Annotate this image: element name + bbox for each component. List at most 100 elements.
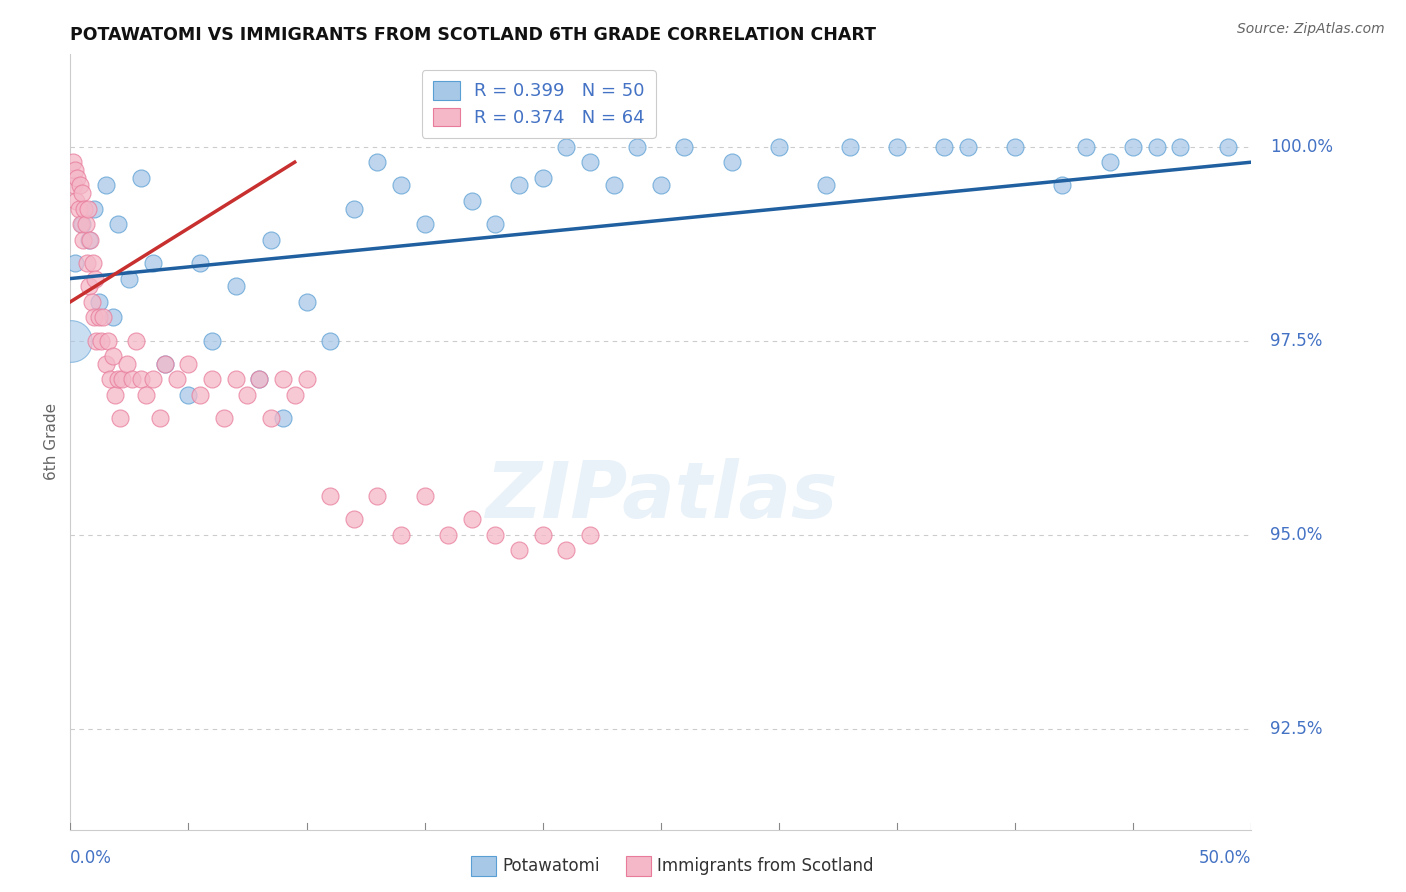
Point: [100, 372, 122, 386]
Point: [319, 334, 342, 348]
Point: [77, 233, 100, 247]
Text: 92.5%: 92.5%: [1270, 720, 1323, 738]
Point: [260, 233, 283, 247]
Point: [70, 217, 93, 231]
Point: [129, 170, 152, 185]
Point: [63, 163, 86, 178]
Point: [413, 217, 436, 231]
Point: [107, 372, 129, 386]
Point: [389, 527, 412, 541]
Point: [76, 256, 98, 270]
Point: [66, 170, 89, 185]
Point: [247, 372, 270, 386]
Point: [602, 178, 624, 193]
Point: [201, 372, 224, 386]
Point: [366, 489, 388, 503]
Point: [73, 202, 96, 216]
Point: [838, 139, 860, 153]
Point: [1098, 155, 1121, 169]
Point: [111, 372, 134, 386]
Point: [83, 310, 105, 325]
Point: [461, 512, 484, 526]
Point: [225, 372, 247, 386]
Point: [129, 372, 152, 386]
Point: [389, 178, 412, 193]
Point: [87, 310, 110, 325]
Point: [461, 194, 484, 208]
Point: [508, 543, 530, 558]
Point: [79, 233, 101, 247]
Text: 0.0%: 0.0%: [70, 849, 112, 867]
Point: [768, 139, 790, 153]
Point: [212, 411, 235, 425]
Point: [579, 527, 602, 541]
Point: [115, 357, 138, 371]
Point: [531, 170, 554, 185]
Point: [94, 357, 117, 371]
Point: [84, 271, 107, 285]
Point: [153, 357, 176, 371]
Text: 100.0%: 100.0%: [1270, 137, 1333, 155]
Point: [65, 194, 87, 208]
Point: [70, 186, 93, 201]
Point: [90, 334, 112, 348]
Point: [720, 155, 742, 169]
Point: [1122, 139, 1144, 153]
Point: [166, 372, 188, 386]
Point: [343, 202, 366, 216]
Point: [295, 294, 318, 309]
Point: [77, 279, 100, 293]
Point: [295, 372, 318, 386]
Point: [886, 139, 908, 153]
Point: [142, 256, 165, 270]
Point: [555, 139, 578, 153]
Point: [284, 388, 307, 402]
Point: [149, 411, 172, 425]
Point: [83, 202, 105, 216]
Point: [626, 139, 648, 153]
Point: [413, 489, 436, 503]
Point: [80, 294, 103, 309]
Point: [82, 256, 104, 270]
Text: 95.0%: 95.0%: [1270, 525, 1323, 543]
Point: [260, 411, 283, 425]
Point: [437, 527, 460, 541]
Point: [177, 388, 200, 402]
Point: [1004, 139, 1026, 153]
Point: [188, 256, 211, 270]
Point: [75, 217, 97, 231]
Point: [101, 310, 124, 325]
Point: [1146, 139, 1168, 153]
Text: Potawatomi: Potawatomi: [502, 857, 599, 875]
Point: [343, 512, 366, 526]
Point: [201, 334, 224, 348]
Point: [104, 388, 127, 402]
Point: [188, 388, 211, 402]
Point: [555, 543, 578, 558]
Point: [271, 372, 294, 386]
Point: [142, 372, 165, 386]
Text: POTAWATOMI VS IMMIGRANTS FROM SCOTLAND 6TH GRADE CORRELATION CHART: POTAWATOMI VS IMMIGRANTS FROM SCOTLAND 6…: [70, 26, 876, 44]
Point: [177, 357, 200, 371]
Point: [63, 256, 86, 270]
Point: [108, 411, 131, 425]
Point: [366, 155, 388, 169]
Point: [69, 178, 91, 193]
Point: [60, 334, 83, 348]
Text: 50.0%: 50.0%: [1199, 849, 1251, 867]
Text: Immigrants from Scotland: Immigrants from Scotland: [657, 857, 873, 875]
Point: [84, 334, 107, 348]
Point: [107, 217, 129, 231]
Y-axis label: 6th Grade: 6th Grade: [44, 403, 59, 480]
Point: [125, 334, 148, 348]
Point: [956, 139, 979, 153]
Point: [508, 178, 530, 193]
Point: [579, 155, 602, 169]
Point: [153, 357, 176, 371]
Point: [94, 178, 117, 193]
Text: 97.5%: 97.5%: [1270, 332, 1323, 350]
Point: [650, 178, 672, 193]
Point: [271, 411, 294, 425]
Point: [72, 233, 94, 247]
Point: [118, 271, 141, 285]
